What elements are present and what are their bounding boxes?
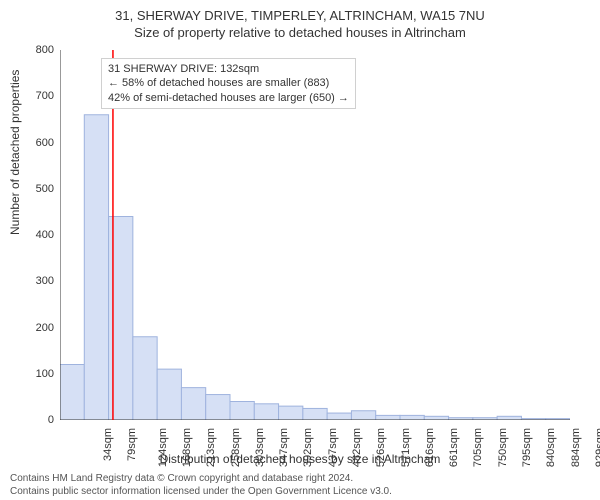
x-tick-label: 213sqm xyxy=(205,428,217,467)
y-tick-label: 200 xyxy=(14,322,54,334)
x-axis-label: Distribution of detached houses by size … xyxy=(0,452,600,466)
histogram-bar xyxy=(181,388,205,420)
histogram-bar xyxy=(400,415,424,420)
x-tick-label: 705sqm xyxy=(473,428,485,467)
x-tick-label: 168sqm xyxy=(181,428,193,467)
histogram-bar xyxy=(230,402,254,421)
y-tick-label: 800 xyxy=(14,44,54,56)
x-tick-label: 571sqm xyxy=(400,428,412,467)
y-tick-label: 0 xyxy=(14,414,54,426)
histogram-bar xyxy=(327,413,351,420)
histogram-bar xyxy=(206,395,230,420)
histogram-bar xyxy=(376,415,400,420)
y-tick-label: 500 xyxy=(14,183,54,195)
x-tick-label: 482sqm xyxy=(351,428,363,467)
chart-title-block: 31, SHERWAY DRIVE, TIMPERLEY, ALTRINCHAM… xyxy=(0,0,600,42)
histogram-bar xyxy=(279,406,303,420)
histogram-bar xyxy=(84,115,108,420)
x-tick-label: 750sqm xyxy=(497,428,509,467)
x-tick-label: 840sqm xyxy=(545,428,557,467)
histogram-bar xyxy=(60,365,84,421)
histogram-bar xyxy=(303,408,327,420)
x-tick-label: 392sqm xyxy=(303,428,315,467)
annotation-line-1: 31 SHERWAY DRIVE: 132sqm xyxy=(108,62,349,76)
title-line-2: Size of property relative to detached ho… xyxy=(0,25,600,42)
footer-attribution: Contains HM Land Registry data © Crown c… xyxy=(10,473,392,498)
title-line-1: 31, SHERWAY DRIVE, TIMPERLEY, ALTRINCHAM… xyxy=(0,8,600,25)
y-tick-label: 600 xyxy=(14,137,54,149)
y-tick-label: 100 xyxy=(14,368,54,380)
x-tick-label: 258sqm xyxy=(230,428,242,467)
x-tick-label: 526sqm xyxy=(375,428,387,467)
histogram-bar xyxy=(424,416,448,420)
footer-line-2: Contains public sector information licen… xyxy=(10,486,392,499)
x-tick-label: 884sqm xyxy=(570,428,582,467)
histogram-bar xyxy=(497,416,521,420)
histogram-bar xyxy=(157,369,181,420)
y-tick-label: 700 xyxy=(14,90,54,102)
x-tick-label: 616sqm xyxy=(424,428,436,467)
annotation-line-3: 42% of semi-detached houses are larger (… xyxy=(108,91,349,105)
histogram-bar xyxy=(133,337,157,420)
x-tick-label: 929sqm xyxy=(594,428,600,467)
x-tick-label: 347sqm xyxy=(278,428,290,467)
y-tick-label: 400 xyxy=(14,229,54,241)
y-tick-label: 300 xyxy=(14,275,54,287)
annotation-box: 31 SHERWAY DRIVE: 132sqm ← 58% of detach… xyxy=(101,58,356,109)
x-tick-label: 79sqm xyxy=(126,428,138,461)
x-tick-label: 34sqm xyxy=(102,428,114,461)
x-tick-label: 661sqm xyxy=(448,428,460,467)
histogram-bar xyxy=(351,411,375,420)
x-tick-label: 795sqm xyxy=(521,428,533,467)
histogram-bar xyxy=(254,404,278,420)
x-tick-label: 124sqm xyxy=(157,428,169,467)
x-tick-label: 303sqm xyxy=(254,428,266,467)
x-tick-label: 437sqm xyxy=(327,428,339,467)
annotation-line-2: ← 58% of detached houses are smaller (88… xyxy=(108,76,349,90)
footer-line-1: Contains HM Land Registry data © Crown c… xyxy=(10,473,392,486)
